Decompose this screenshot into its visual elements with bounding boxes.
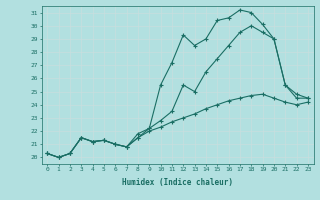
X-axis label: Humidex (Indice chaleur): Humidex (Indice chaleur) <box>122 178 233 187</box>
